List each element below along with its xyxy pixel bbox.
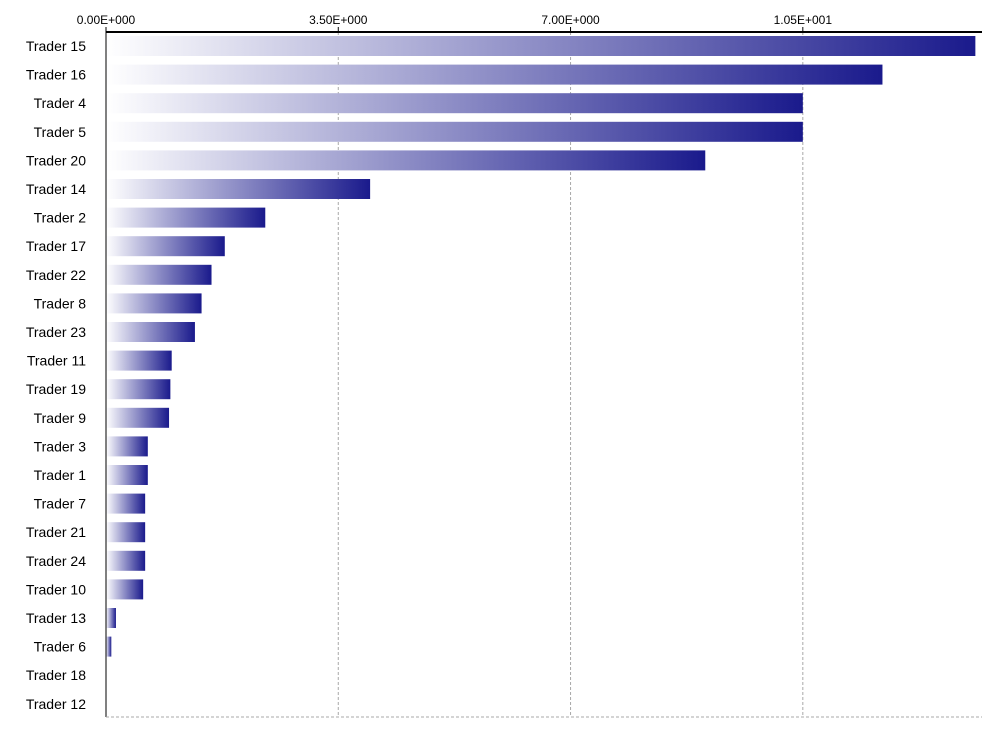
x-axis-ticks: 0.00E+000 3.50E+000 7.00E+000 1.05E+001 (77, 13, 833, 32)
bar (106, 465, 148, 485)
bar (106, 93, 803, 114)
bar (106, 436, 148, 457)
bar (106, 236, 225, 257)
category-label: Trader 10 (26, 581, 86, 597)
category-label: Trader 19 (26, 381, 86, 397)
category-label: Trader 20 (26, 152, 86, 168)
bar (106, 36, 976, 56)
bar (106, 179, 371, 199)
category-label: Trader 24 (26, 553, 86, 569)
bar (106, 264, 212, 285)
category-label: Trader 23 (26, 324, 86, 340)
x-tick-label: 1.05E+001 (774, 13, 833, 27)
category-label: Trader 16 (26, 67, 86, 83)
category-label: Trader 15 (26, 38, 86, 54)
bar (106, 407, 170, 428)
bars (106, 36, 976, 657)
bar (106, 608, 116, 628)
bar (106, 121, 803, 142)
bar (106, 150, 706, 171)
category-label: Trader 13 (26, 610, 86, 626)
category-label: Trader 5 (34, 124, 87, 140)
category-label: Trader 1 (34, 467, 87, 483)
category-label: Trader 6 (34, 639, 87, 655)
category-label: Trader 21 (26, 524, 86, 540)
gridlines (337, 32, 804, 717)
category-label: Trader 11 (27, 353, 86, 369)
category-label: Trader 2 (34, 210, 87, 226)
bar (106, 636, 112, 657)
category-label: Trader 8 (34, 295, 87, 311)
bar (106, 550, 146, 571)
category-label: Trader 12 (26, 696, 86, 712)
bar (106, 64, 883, 85)
bar (106, 579, 144, 600)
bar (106, 322, 195, 342)
category-labels: Trader 15 Trader 16 Trader 4 Trader 5 Trader… (26, 38, 86, 712)
category-label: Trader 4 (34, 95, 87, 111)
bar (106, 207, 266, 228)
x-tick-label: 3.50E+000 (309, 13, 368, 27)
bar (106, 350, 172, 371)
bar (106, 493, 146, 514)
category-label: Trader 7 (34, 496, 87, 512)
category-label: Trader 3 (34, 438, 87, 454)
x-tick-label: 0.00E+000 (77, 13, 136, 27)
x-tick-label: 7.00E+000 (541, 13, 600, 27)
bar (106, 293, 202, 314)
category-label: Trader 18 (26, 667, 86, 683)
bar (106, 522, 146, 543)
category-label: Trader 14 (26, 181, 86, 197)
category-label: Trader 9 (34, 410, 87, 426)
category-label: Trader 17 (26, 238, 86, 254)
bar (106, 379, 171, 400)
category-label: Trader 22 (26, 267, 86, 283)
